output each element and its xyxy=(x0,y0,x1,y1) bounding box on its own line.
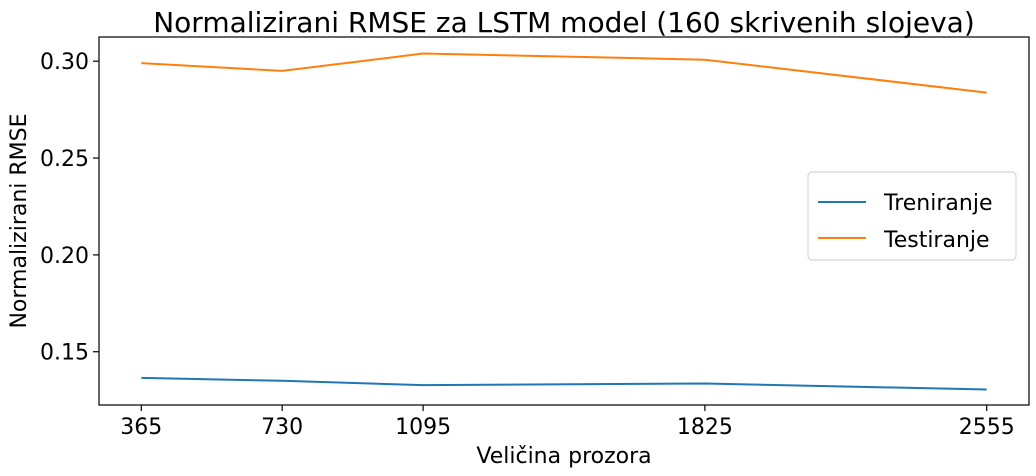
legend-label-treniranje: Treniranje xyxy=(883,191,992,216)
y-tick-label: 0.30 xyxy=(40,50,89,75)
legend: Treniranje Testiranje xyxy=(807,171,1017,261)
y-tick-label: 0.25 xyxy=(40,147,89,172)
y-axis: 0.15 0.20 0.25 0.30 xyxy=(40,50,99,366)
x-tick-label: 730 xyxy=(261,415,303,440)
y-tick-label: 0.20 xyxy=(40,244,89,269)
y-tick-label: 0.15 xyxy=(40,341,89,366)
chart-title: Normalizirani RMSE za LSTM model (160 sk… xyxy=(153,6,975,39)
x-tick-label: 2555 xyxy=(959,415,1015,440)
x-tick-label: 365 xyxy=(120,415,162,440)
plot-area xyxy=(98,36,1030,406)
x-tick-label: 1095 xyxy=(395,415,451,440)
y-axis-title: Normalizirani RMSE xyxy=(7,113,32,328)
series-line-testiranje xyxy=(141,52,987,94)
series-lines xyxy=(141,52,987,391)
series-line-treniranje xyxy=(141,376,987,391)
x-tick-label: 1825 xyxy=(677,415,733,440)
x-axis: 365 730 1095 1825 2555 xyxy=(120,405,1015,440)
legend-label-testiranje: Testiranje xyxy=(883,228,990,253)
x-axis-title: Veličina prozora xyxy=(476,444,651,469)
plot-frame xyxy=(98,36,1030,406)
